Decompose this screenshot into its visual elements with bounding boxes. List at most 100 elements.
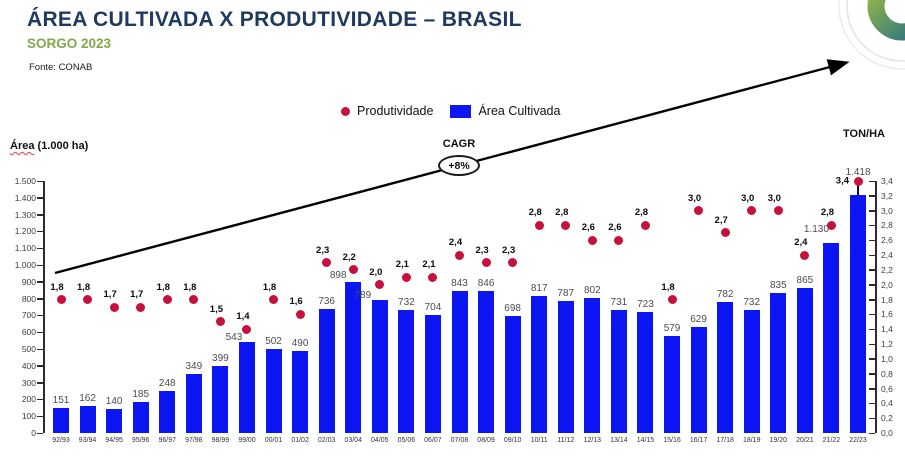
right-axis-tick-label: 3,0	[881, 205, 893, 216]
productivity-dot	[853, 176, 863, 186]
right-axis-tick	[869, 299, 875, 301]
area-bar	[584, 298, 601, 433]
productivity-value-label: 2,6	[608, 222, 622, 234]
area-bar-value-label: 865	[796, 274, 814, 286]
productivity-value-label: 3,0	[687, 192, 702, 204]
left-axis-tick-label: 800	[21, 293, 36, 304]
productivity-value-label: 2,1	[422, 259, 436, 271]
area-bar	[79, 405, 96, 433]
left-axis-tick	[37, 214, 43, 216]
productivity-value-label: 2,8	[528, 207, 542, 219]
area-legend-swatch-icon	[450, 104, 472, 118]
productivity-dot	[773, 206, 783, 216]
productivity-dot	[481, 258, 491, 268]
x-axis-category-label: 07/08	[450, 437, 469, 444]
area-bar-value-label: 782	[716, 288, 734, 300]
right-axis-tick	[869, 239, 875, 242]
productivity-value-label: 1,8	[50, 281, 64, 293]
area-bar-value-label: 490	[291, 337, 309, 349]
area-bar-value-label: 185	[132, 388, 150, 400]
area-bar-value-label: 502	[265, 335, 282, 347]
right-axis-tick-label: 3,4	[881, 176, 893, 186]
left-axis-line	[43, 181, 45, 433]
productivity-dot	[189, 295, 199, 305]
x-axis-category-label: 13/14	[610, 437, 628, 444]
productivity-legend-label: Produtividade	[357, 104, 434, 118]
area-bar-value-label: 629	[690, 314, 707, 326]
x-axis-category-label: 09/10	[503, 437, 522, 444]
x-axis-category-label: 92/93	[52, 437, 70, 444]
left-axis-tick	[37, 180, 43, 182]
productivity-value-label: 1,8	[156, 281, 170, 293]
left-axis-title-word: Área	[10, 140, 35, 152]
right-axis-tick-label: 3,2	[881, 190, 893, 201]
right-axis-tick-label: 2,4	[881, 250, 893, 261]
x-axis-category-label: 02/03	[317, 437, 336, 444]
page-subtitle: SORGO 2023	[27, 36, 112, 51]
productivity-value-label: 1,8	[183, 281, 197, 293]
left-axis-tick-label: 1.000	[14, 260, 36, 270]
x-axis-category-label: 14/15	[636, 437, 655, 444]
left-axis-tick	[37, 398, 43, 401]
area-bar-value-label: 736	[318, 296, 335, 308]
right-axis-tick-label: 2,8	[881, 220, 893, 231]
x-axis-category-label: 08/09	[477, 437, 495, 444]
area-bar-value-label: 732	[743, 297, 761, 309]
area-bar	[345, 282, 362, 433]
area-bar	[823, 243, 840, 433]
chart-legend: Produtividade Área Cultivada	[341, 104, 560, 118]
right-axis-tick-label: 0,0	[881, 428, 893, 438]
x-axis-category-label: 16/17	[689, 437, 708, 444]
right-axis-tick	[869, 328, 875, 331]
right-axis-tick-label: 0,8	[881, 368, 893, 379]
right-axis-tick-label: 2,2	[881, 264, 893, 275]
left-axis-tick-label: 1.500	[14, 176, 36, 186]
productivity-value-label: 2,6	[581, 222, 595, 234]
left-axis-tick-label: 700	[21, 310, 36, 321]
x-axis-category-label: 93/94	[78, 437, 97, 444]
source-note: Fonte: CONAB	[29, 62, 93, 73]
x-axis-category-label: 06/07	[424, 437, 442, 444]
productivity-value-label: 1,8	[661, 281, 675, 293]
right-axis-tick-label: 0,4	[881, 398, 893, 409]
area-bar-value-label: 817	[530, 282, 548, 294]
area-bar	[318, 309, 335, 433]
area-bar-value-label: 248	[158, 378, 176, 390]
productivity-dot	[428, 272, 438, 282]
productivity-dot	[800, 250, 810, 260]
left-axis-tick-label: 1.100	[14, 243, 36, 254]
area-bar-value-label: 898	[329, 270, 347, 282]
productivity-dot	[322, 258, 332, 268]
x-axis-category-label: 96/97	[158, 437, 177, 444]
area-bar-value-label: 162	[79, 392, 96, 404]
right-axis-line	[875, 181, 877, 433]
area-bar-value-label: 789	[354, 290, 372, 302]
productivity-value-label: 3,4	[835, 175, 849, 187]
left-axis-tick-label: 0	[31, 428, 36, 438]
right-axis-tick-label: 1,2	[881, 339, 893, 350]
productivity-dot	[747, 206, 757, 216]
left-axis-tick-label: 400	[21, 360, 36, 371]
productivity-dot	[694, 206, 704, 216]
right-axis-tick	[869, 269, 875, 271]
page-title: ÁREA CULTIVADA X PRODUTIVIDADE – BRASIL	[27, 8, 522, 31]
left-axis-title-unit: (1.000 ha)	[37, 140, 89, 152]
productivity-dot	[587, 235, 597, 245]
area-bar-value-label: 151	[52, 394, 70, 406]
right-axis-tick-label: 0,2	[881, 413, 893, 424]
area-bar	[132, 401, 149, 433]
productivity-value-label: 3,0	[767, 192, 781, 204]
area-legend-label: Área Cultivada	[478, 104, 561, 118]
area-bar	[159, 391, 176, 433]
cagr-value-badge: +8%	[438, 155, 480, 176]
left-axis-tick	[37, 348, 43, 350]
left-axis-tick	[37, 331, 43, 334]
productivity-value-label: 1,7	[130, 289, 144, 300]
left-axis-tick	[37, 298, 43, 300]
area-bar	[770, 292, 787, 433]
left-axis-tick-label: 200	[21, 394, 36, 405]
x-axis-category-label: 11/12	[557, 437, 575, 444]
area-bar	[557, 300, 574, 433]
left-axis-tick-label: 1.200	[14, 226, 36, 237]
